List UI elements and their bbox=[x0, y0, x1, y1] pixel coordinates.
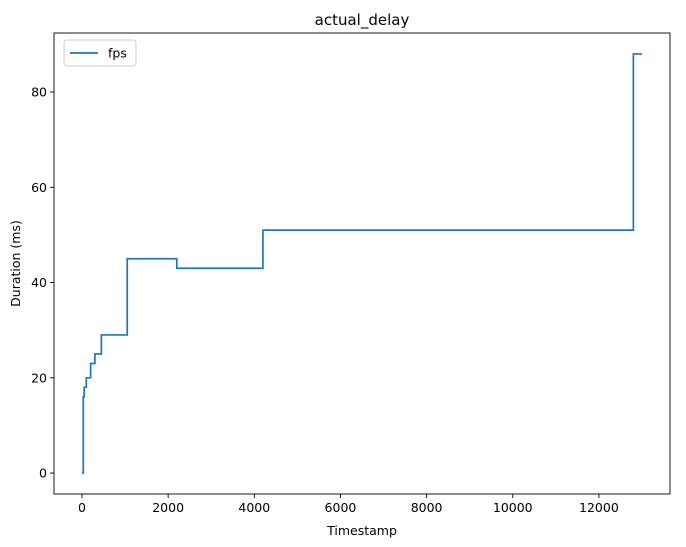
x-axis-label: Timestamp bbox=[326, 523, 397, 538]
axes-frame bbox=[53, 32, 671, 495]
y-tick-label: 20 bbox=[31, 370, 47, 385]
x-tick-label: 10000 bbox=[493, 500, 533, 515]
x-tick-label: 4000 bbox=[238, 500, 270, 515]
y-tick-label: 0 bbox=[39, 466, 47, 481]
y-tick-label: 80 bbox=[31, 85, 47, 100]
y-axis: 0 20 40 60 80 bbox=[31, 85, 54, 481]
x-axis: 0 2000 4000 6000 8000 10000 12000 bbox=[78, 494, 619, 515]
x-tick-label: 6000 bbox=[325, 500, 357, 515]
legend-box bbox=[63, 39, 137, 67]
x-tick-label: 8000 bbox=[411, 500, 443, 515]
y-axis-label: Duration (ms) bbox=[8, 220, 23, 307]
chart-title: actual_delay bbox=[315, 11, 410, 30]
series-line-fps bbox=[82, 53, 642, 474]
legend: fps bbox=[63, 39, 137, 67]
y-tick-label: 60 bbox=[31, 180, 47, 195]
x-tick-label: 12000 bbox=[579, 500, 619, 515]
legend-label-fps: fps bbox=[108, 46, 127, 61]
y-tick-label: 40 bbox=[31, 275, 47, 290]
x-tick-label: 0 bbox=[78, 500, 86, 515]
x-tick-label: 2000 bbox=[152, 500, 184, 515]
plot-area bbox=[82, 53, 642, 474]
